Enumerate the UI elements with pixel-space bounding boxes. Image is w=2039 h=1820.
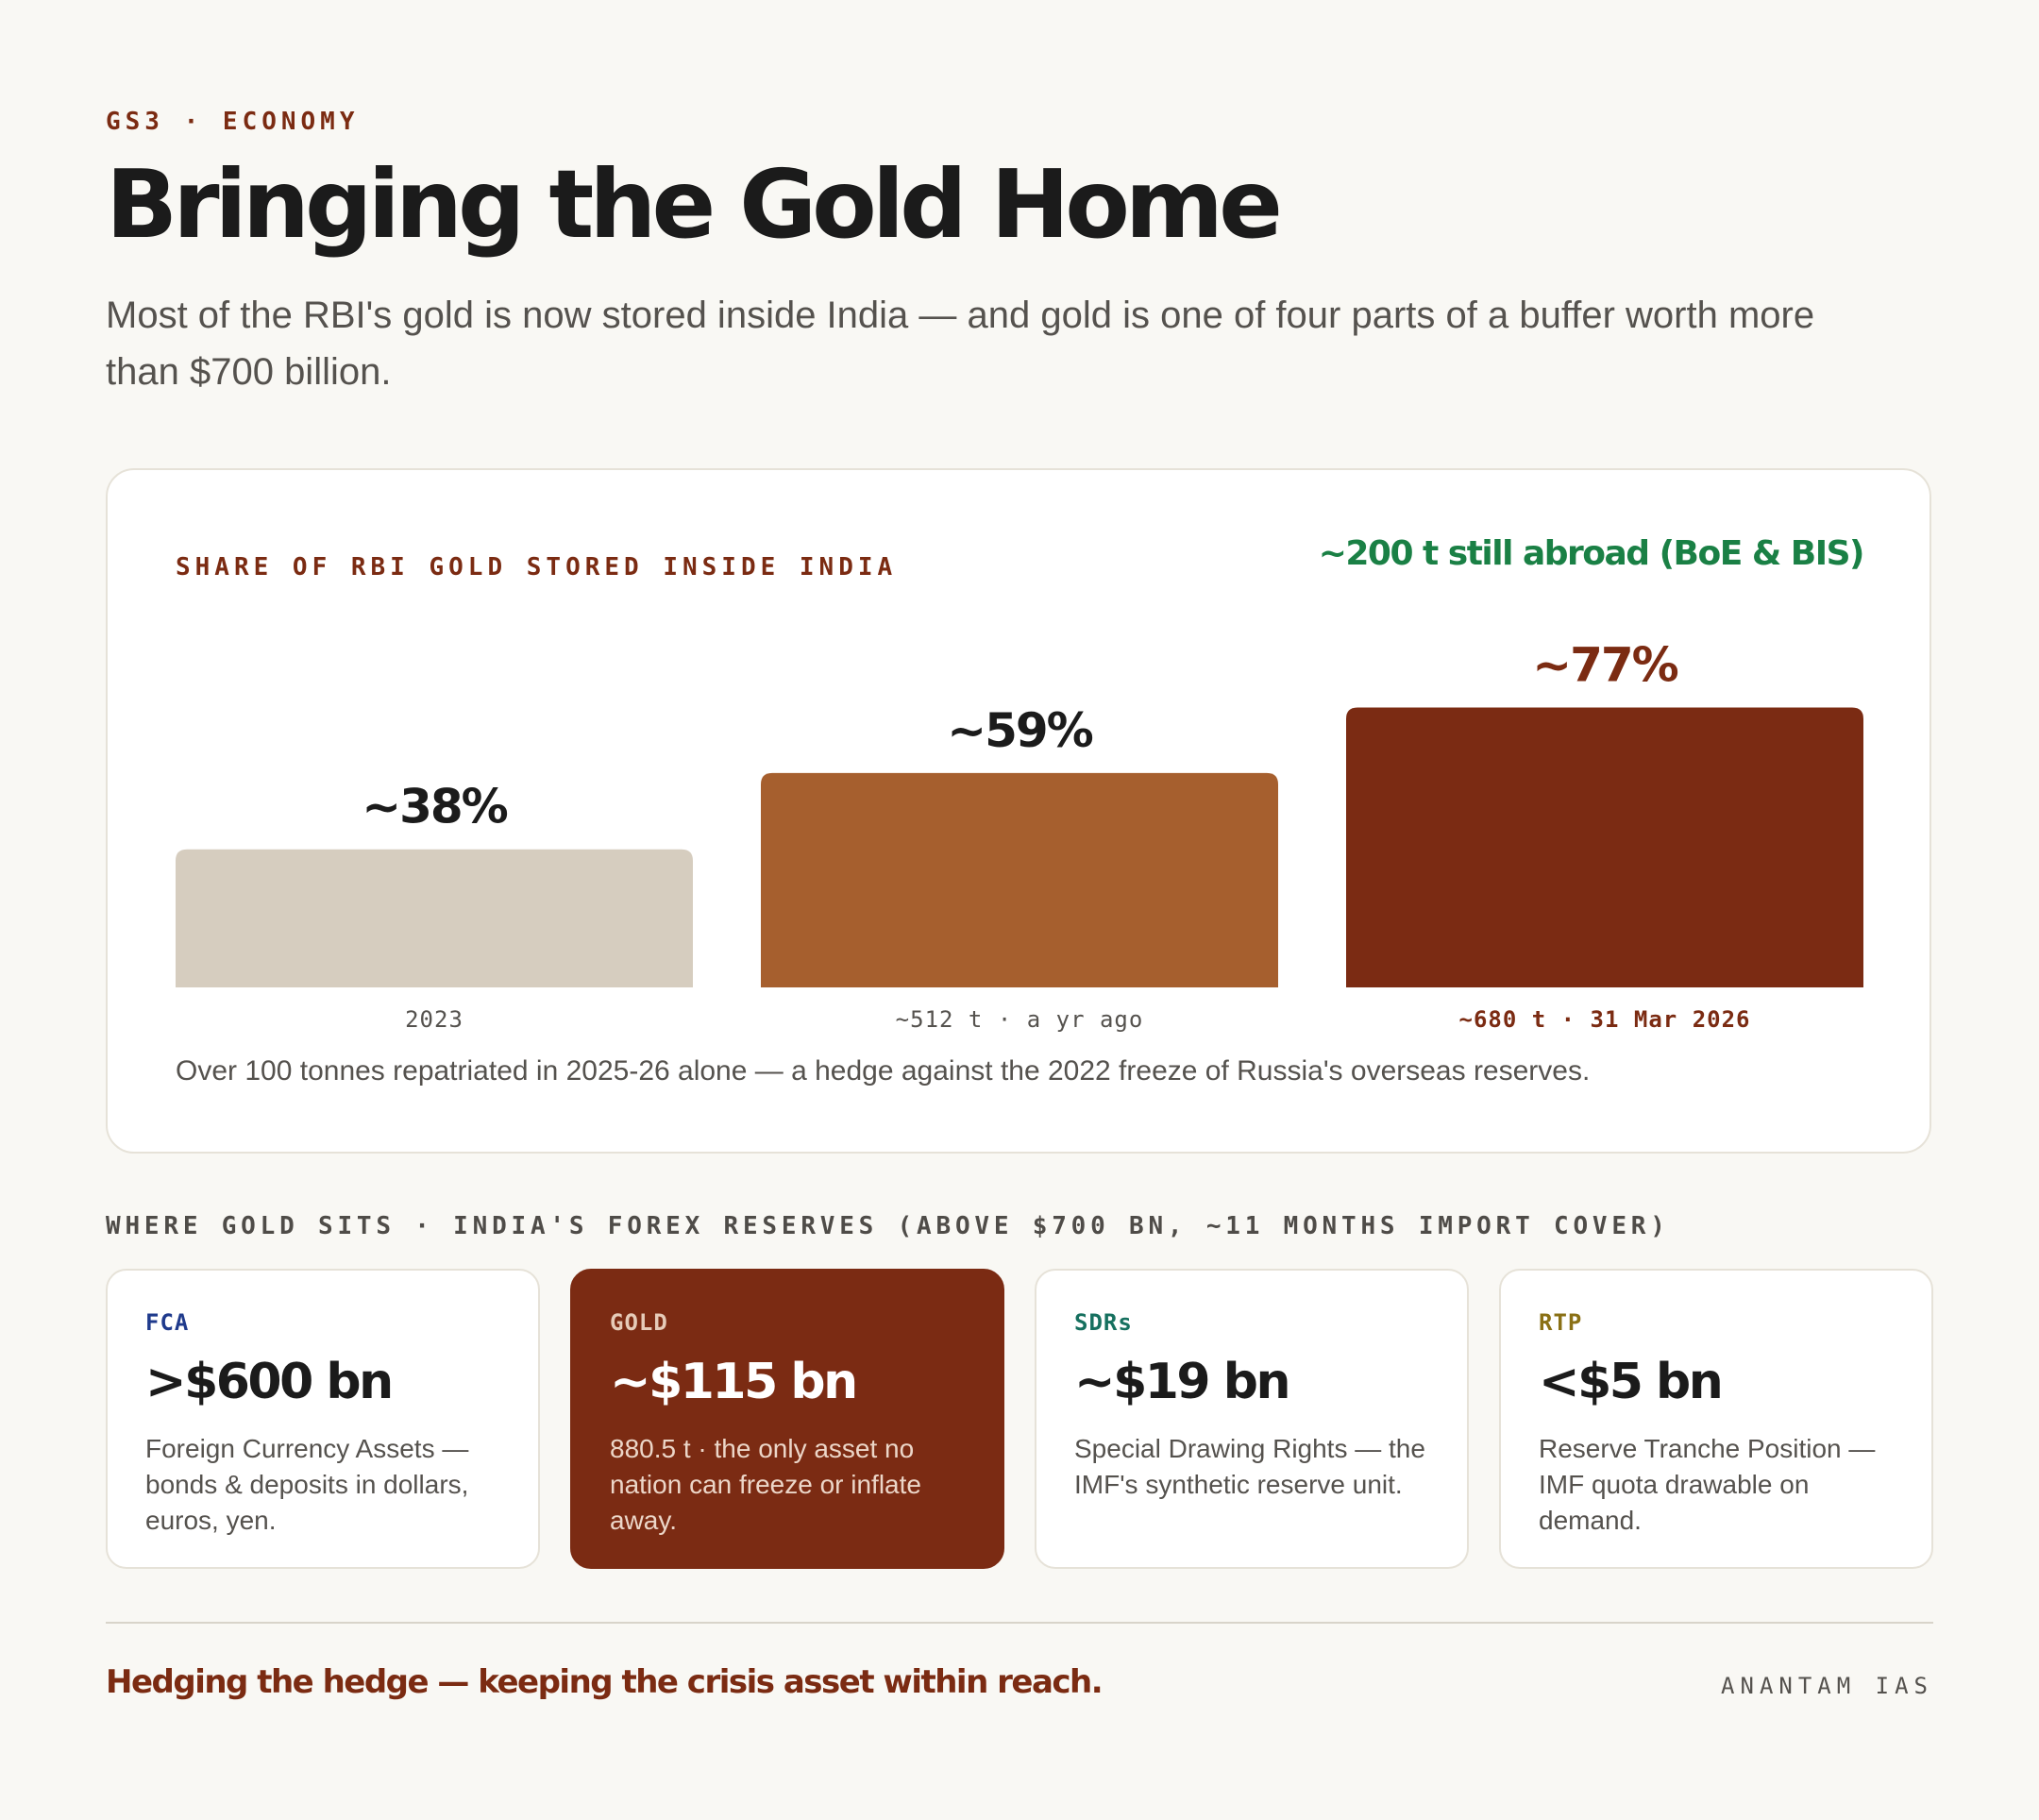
reserve-description: Foreign Currency Assets — bonds & deposi… <box>145 1434 469 1535</box>
reserves-cards: FCA >$600 bn Foreign Currency Assets — b… <box>106 1269 1933 1569</box>
bar-1 <box>176 849 693 987</box>
footer-divider <box>106 1622 1933 1624</box>
reserve-card-fca: FCA >$600 bn Foreign Currency Assets — b… <box>106 1269 540 1569</box>
page-title: Bringing the Gold Home <box>106 149 1283 260</box>
reserve-value: >$600 bn <box>145 1354 394 1410</box>
bar-chart: ~38% 2023 ~59% ~512 t · a yr ago ~77% ~680 t … <box>176 638 1863 1033</box>
reserve-value: ~$19 bn <box>1074 1354 1290 1410</box>
page-subtitle: Most of the RBI's gold is now stored ins… <box>106 295 1815 393</box>
reserve-card-gold: GOLD ~$115 bn 880.5 t · the only asset n… <box>570 1269 1004 1569</box>
bar-value-label: ~77% <box>1532 638 1677 693</box>
reserve-card-sdrs: SDRs ~$19 bn Special Drawing Rights — th… <box>1035 1269 1469 1569</box>
reserve-tag: GOLD <box>610 1309 668 1336</box>
bar-value-label: ~38% <box>362 780 507 834</box>
reserve-description: Special Drawing Rights — the IMF's synth… <box>1074 1434 1425 1499</box>
bar-3 <box>1346 707 1863 987</box>
category-label: ~680 t · 31 Mar 2026 <box>1459 1006 1751 1033</box>
reserve-tag: SDRs <box>1074 1309 1133 1336</box>
footer-tagline: Hedging the hedge — keeping the crisis a… <box>106 1663 1104 1701</box>
bar-value-label: ~59% <box>947 703 1092 758</box>
category-label: 2023 <box>405 1006 463 1033</box>
reserve-card-rtp: RTP <$5 bn Reserve Tranche Position — IM… <box>1499 1269 1933 1569</box>
brand-name: ANANTAM IAS <box>1721 1673 1933 1699</box>
reserve-value: ~$115 bn <box>610 1354 858 1410</box>
reserve-description: Reserve Tranche Position — IMF quota dra… <box>1539 1434 1876 1535</box>
chart-annotation: ~200 t still abroad (BoE & BIS) <box>1318 534 1865 573</box>
eyebrow: GS3 · ECONOMY <box>106 108 360 136</box>
chart-title: SHARE OF RBI GOLD STORED INSIDE INDIA <box>176 553 898 581</box>
reserve-description: 880.5 t · the only asset no nation can f… <box>610 1434 921 1535</box>
bar-2 <box>761 772 1278 987</box>
chart-note: Over 100 tonnes repatriated in 2025-26 a… <box>176 1055 1591 1087</box>
category-label: ~512 t · a yr ago <box>896 1006 1144 1033</box>
reserves-section-label: WHERE GOLD SITS · INDIA'S FOREX RESERVES… <box>106 1212 1670 1240</box>
reserve-tag: FCA <box>145 1309 190 1336</box>
reserve-value: <$5 bn <box>1539 1354 1724 1410</box>
reserve-tag: RTP <box>1539 1309 1583 1336</box>
